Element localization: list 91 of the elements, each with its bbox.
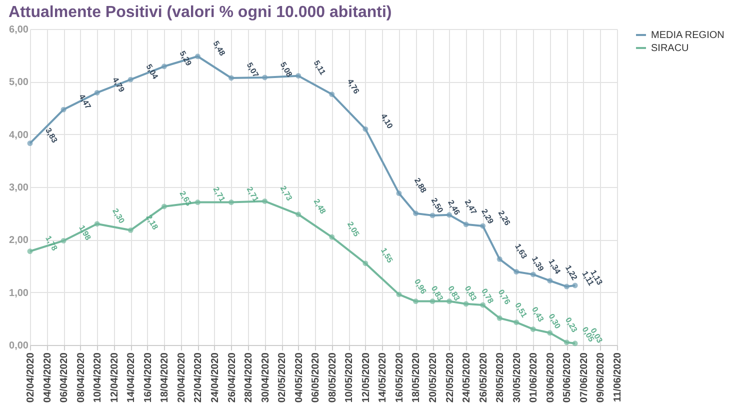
x-tick-label: 02/05/2020 xyxy=(277,352,288,403)
point xyxy=(194,200,200,206)
x-tick-label: 20/04/2020 xyxy=(176,352,188,403)
x-tick-label: 06/04/2020 xyxy=(59,352,70,403)
point xyxy=(128,227,134,233)
point xyxy=(496,315,502,321)
x-tick-label: 24/05/2020 xyxy=(462,352,473,403)
point xyxy=(463,301,469,307)
x-tick-label: 16/04/2020 xyxy=(142,352,154,403)
x-tick-label: 06/05/2020 xyxy=(310,352,322,403)
x-tick-label: 12/05/2020 xyxy=(360,352,372,403)
data-label: 4,47 xyxy=(77,92,93,112)
x-tick-label: 04/05/2020 xyxy=(294,352,305,403)
point xyxy=(530,272,536,278)
y-tick-label: 6,00 xyxy=(9,24,29,36)
y-tick-label: 1,00 xyxy=(9,288,29,299)
point xyxy=(530,326,536,332)
x-tick-label: 28/04/2020 xyxy=(244,352,255,403)
x-tick-label: 28/05/2020 xyxy=(495,352,506,403)
point xyxy=(161,64,167,70)
legend-label: SIRACU xyxy=(651,43,689,54)
x-tick-label: 16/05/2020 xyxy=(394,352,406,403)
legend-label: MEDIA REGION xyxy=(651,30,724,41)
point xyxy=(413,298,418,304)
point xyxy=(547,330,553,336)
x-tick-label: 24/04/2020 xyxy=(210,352,221,403)
x-tick-label: 02/04/2020 xyxy=(26,352,36,403)
point xyxy=(27,140,33,146)
point xyxy=(296,73,302,79)
x-tick-label: 08/04/2020 xyxy=(76,352,87,403)
y-tick-label: 5,00 xyxy=(9,77,29,88)
y-tick-label: 4,00 xyxy=(9,130,29,141)
point xyxy=(564,284,570,290)
point xyxy=(413,210,418,216)
point xyxy=(362,260,368,266)
point xyxy=(27,248,33,254)
x-tick-label: 30/04/2020 xyxy=(260,352,272,403)
point xyxy=(329,92,335,98)
x-tick-label: 22/05/2020 xyxy=(444,352,456,403)
point xyxy=(362,126,368,132)
x-tick-label: 12/04/2020 xyxy=(109,352,120,403)
x-tick-label: 30/05/2020 xyxy=(512,352,523,403)
point xyxy=(463,222,469,228)
point xyxy=(480,223,486,229)
point xyxy=(396,292,402,298)
x-tick-label: 04/04/2020 xyxy=(42,352,54,403)
y-tick-label: 2,00 xyxy=(9,235,29,246)
x-tick-label: 03/06/2020 xyxy=(545,352,556,403)
x-tick-label: 22/04/2020 xyxy=(193,352,204,403)
data-label: 4,76 xyxy=(345,77,362,96)
point xyxy=(94,90,100,96)
point xyxy=(547,278,553,284)
point xyxy=(329,234,335,240)
x-tick-label: 10/04/2020 xyxy=(92,352,104,403)
point xyxy=(128,76,134,82)
point xyxy=(396,190,402,196)
point xyxy=(572,340,578,346)
x-tick-label: 26/05/2020 xyxy=(478,352,490,403)
chart-title: Attualmente Positivi (valori % ogni 10.000 abitanti) xyxy=(8,4,392,21)
x-tick-label: 18/05/2020 xyxy=(411,352,422,403)
point xyxy=(564,340,570,346)
point xyxy=(572,282,578,288)
x-tick-label: 20/05/2020 xyxy=(428,352,440,403)
x-tick-label: 08/05/2020 xyxy=(327,352,338,403)
y-tick-label: 3,00 xyxy=(9,182,29,194)
x-tick-label: 10/05/2020 xyxy=(344,352,356,403)
point xyxy=(496,256,502,262)
x-tick-label: 14/04/2020 xyxy=(126,352,138,403)
point xyxy=(514,320,520,326)
x-tick-label: 26/04/2020 xyxy=(226,352,238,403)
point xyxy=(430,212,436,218)
x-tick-label: 18/04/2020 xyxy=(160,352,171,403)
point xyxy=(228,200,234,206)
x-tick-label: 05/06/2020 xyxy=(562,352,574,403)
point xyxy=(262,74,268,80)
x-tick-label: 14/05/2020 xyxy=(378,352,389,403)
point xyxy=(262,198,268,204)
point xyxy=(94,221,100,227)
point xyxy=(194,54,200,60)
x-tick-label: 01/06/2020 xyxy=(528,352,540,403)
point xyxy=(60,238,66,244)
point xyxy=(296,212,302,218)
point xyxy=(514,269,520,275)
y-tick-label: 0,00 xyxy=(9,340,29,352)
x-tick-label: 11/06/2020 xyxy=(612,352,624,402)
point xyxy=(60,106,66,112)
x-tick-label: 09/06/2020 xyxy=(596,352,607,403)
point xyxy=(161,204,167,210)
point xyxy=(228,75,234,81)
data-label: 2,47 xyxy=(462,198,479,216)
x-tick-label: 07/06/2020 xyxy=(578,352,590,403)
